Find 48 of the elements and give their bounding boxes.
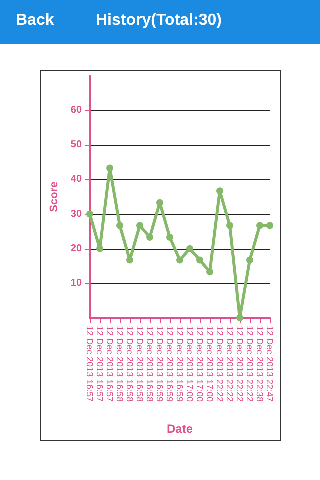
point bbox=[96, 245, 104, 252]
x-tick-label: 12 Dec 2013 16:59 bbox=[155, 326, 166, 402]
point bbox=[216, 188, 224, 195]
y-tick-label: 50 bbox=[70, 140, 82, 151]
point bbox=[146, 234, 154, 241]
y-axis-title: Score bbox=[48, 182, 60, 212]
x-tick-label: 12 Dec 2013 17:00 bbox=[185, 326, 196, 402]
x-tick-label: 12 Dec 2013 16:57 bbox=[95, 326, 106, 402]
point bbox=[166, 234, 174, 241]
x-tick-label: 12 Dec 2013 16:58 bbox=[115, 326, 126, 402]
y-tick-label: 40 bbox=[70, 174, 82, 186]
x-tick-label: 12 Dec 2013 16:58 bbox=[145, 326, 156, 402]
x-tick-label: 12 Dec 2013 17:00 bbox=[205, 326, 216, 402]
point bbox=[206, 268, 214, 276]
x-tick-label: 12 Dec 2013 22:38 bbox=[255, 326, 265, 402]
point bbox=[196, 256, 204, 264]
x-tick-label: 12 Dec 2013 16:58 bbox=[125, 326, 136, 402]
x-tick-label: 12 Dec 2013 16:57 bbox=[85, 326, 96, 402]
point bbox=[106, 164, 114, 172]
x-tick-label: 12 Dec 2013 16:58 bbox=[135, 326, 146, 402]
y-tick-label: 30 bbox=[70, 208, 82, 220]
x-tick-label: 12 Dec 2013 22:22 bbox=[245, 326, 256, 402]
text: Back bbox=[16, 12, 54, 30]
point bbox=[126, 256, 134, 264]
x-axis-title: Date bbox=[167, 422, 194, 436]
point bbox=[246, 256, 254, 264]
x-tick-label: 12 Dec 2013 22:22 bbox=[225, 326, 236, 402]
point bbox=[266, 222, 274, 230]
point bbox=[236, 314, 244, 322]
point bbox=[186, 245, 194, 252]
point bbox=[86, 210, 94, 218]
x-tick-label: 12 Dec 2013 16:59 bbox=[165, 326, 176, 402]
point bbox=[176, 256, 184, 264]
y-tick-label: 10 bbox=[70, 278, 82, 289]
x-tick-label: 12 Dec 2013 22:22 bbox=[235, 326, 246, 402]
point bbox=[156, 199, 164, 206]
point bbox=[136, 222, 144, 230]
x-tick-label: 12 Dec 2013 22:47 bbox=[265, 326, 275, 402]
point bbox=[116, 222, 124, 230]
x-tick-label: 12 Dec 2013 22:22 bbox=[215, 326, 226, 402]
chart-title: History(Total:30) bbox=[96, 12, 222, 30]
y-tick-label: 20 bbox=[70, 243, 82, 254]
y-tick-label: 60 bbox=[70, 105, 82, 116]
x-tick-label: 12 Dec 2013 16:57 bbox=[105, 326, 116, 402]
point bbox=[256, 222, 264, 230]
x-tick-label: 12 Dec 2013 16:59 bbox=[175, 326, 186, 402]
point bbox=[226, 222, 234, 230]
x-tick-label: 12 Dec 2013 17:00 bbox=[195, 326, 206, 402]
